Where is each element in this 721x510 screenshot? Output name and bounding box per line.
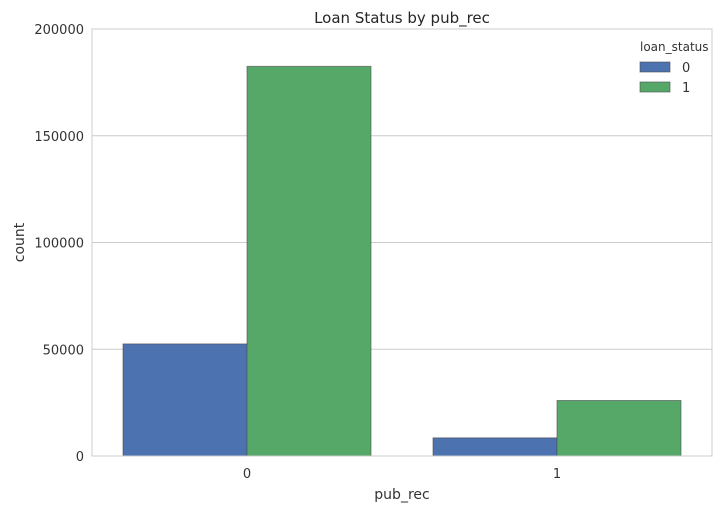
y-tick-label: 50000 bbox=[43, 343, 84, 358]
y-axis-title: count bbox=[12, 222, 28, 262]
bar-1-1 bbox=[556, 399, 682, 457]
x-axis-title: pub_rec bbox=[374, 487, 429, 503]
legend-swatch-0 bbox=[639, 61, 671, 73]
x-tick-label: 1 bbox=[553, 467, 561, 482]
y-tick-label: 0 bbox=[76, 450, 84, 465]
bar-0-1 bbox=[246, 65, 372, 457]
legend: loan_status 0 1 bbox=[639, 40, 709, 96]
y-tick-label: 150000 bbox=[34, 130, 84, 145]
chart-title: Loan Status by pub_rec bbox=[314, 9, 490, 28]
y-tick-label: 100000 bbox=[34, 237, 84, 252]
x-tick-label: 0 bbox=[243, 467, 251, 482]
y-tick-label: 200000 bbox=[34, 23, 84, 38]
legend-swatch-1 bbox=[639, 81, 671, 93]
y-axis: 0 50000 100000 150000 200000 bbox=[34, 23, 84, 465]
legend-label-1: 1 bbox=[682, 81, 690, 96]
plot-frame bbox=[91, 28, 713, 457]
bar-1-0 bbox=[432, 437, 558, 457]
legend-label-0: 0 bbox=[682, 61, 690, 76]
bar-0-0 bbox=[122, 343, 248, 457]
legend-title: loan_status bbox=[640, 40, 709, 54]
bars-group bbox=[122, 65, 682, 457]
